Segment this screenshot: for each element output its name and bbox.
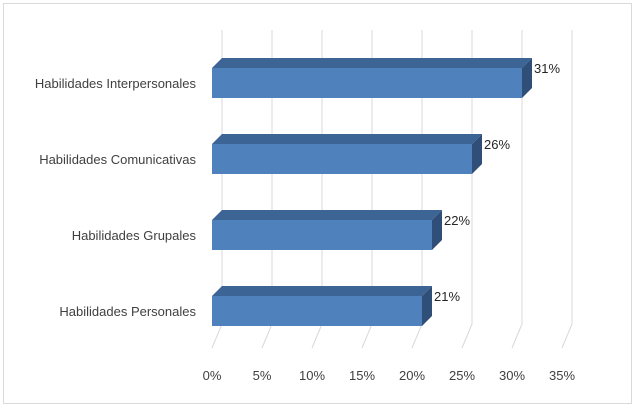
bar-top-face	[212, 134, 482, 144]
x-tick-label: 30%	[499, 368, 525, 383]
category-label: Habilidades Comunicativas	[39, 152, 196, 167]
bar	[212, 210, 442, 250]
bar-top-face	[212, 286, 432, 296]
x-tick-label: 20%	[399, 368, 425, 383]
bar-front-face	[212, 68, 522, 98]
x-tick-label: 0%	[203, 368, 222, 383]
category-label: Habilidades Interpersonales	[35, 76, 197, 91]
bar	[212, 286, 432, 326]
bar	[212, 58, 532, 98]
bar-side-face	[432, 210, 442, 250]
category-label: Habilidades Grupales	[72, 228, 197, 243]
x-tick-label: 15%	[349, 368, 375, 383]
data-label: 31%	[534, 61, 560, 76]
bar-side-face	[422, 286, 432, 326]
bar-front-face	[212, 220, 432, 250]
data-label: 22%	[444, 213, 470, 228]
x-tick-label: 5%	[253, 368, 272, 383]
bar-front-face	[212, 144, 472, 174]
x-tick-label: 25%	[449, 368, 475, 383]
x-tick-label: 10%	[299, 368, 325, 383]
data-label: 26%	[484, 137, 510, 152]
gridline	[461, 30, 473, 349]
bar	[212, 134, 482, 174]
bar-top-face	[212, 58, 532, 68]
x-tick-label: 35%	[549, 368, 575, 383]
bar-front-face	[212, 296, 422, 326]
category-label: Habilidades Personales	[59, 304, 196, 319]
bar-side-face	[522, 58, 532, 98]
bar-side-face	[472, 134, 482, 174]
gridline	[511, 30, 523, 349]
data-label: 21%	[434, 289, 460, 304]
bar-top-face	[212, 210, 442, 220]
gridline	[561, 30, 573, 349]
